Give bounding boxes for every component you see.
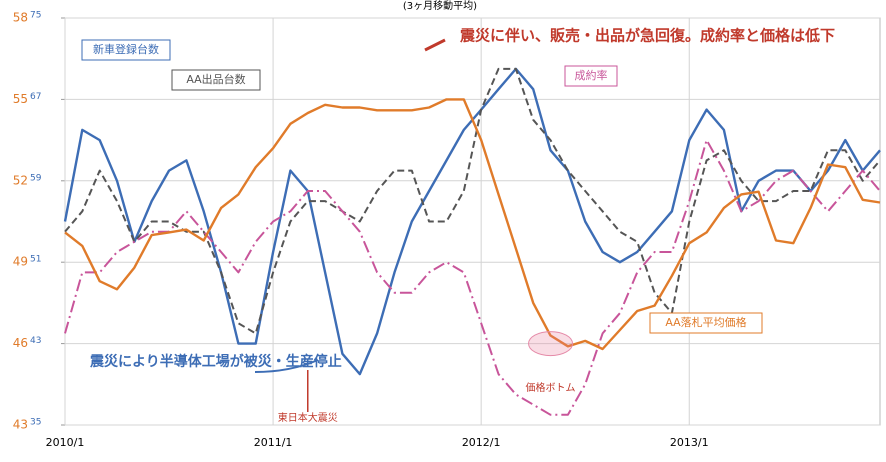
legend-label: 新車登録台数 — [93, 42, 159, 56]
annotation: 震災に伴い、販売・出品が急回復。成約率と価格は低下 — [460, 27, 835, 45]
y-tick-label: 55 — [13, 92, 28, 106]
legend-item: AA出品台数 — [171, 69, 261, 91]
legend-item: AA落札平均価格 — [649, 312, 763, 334]
y-tick-label: 52 — [13, 173, 28, 187]
y-tick-label: 49 — [13, 255, 28, 269]
legend-box — [171, 69, 261, 91]
annotation: 価格ボトム — [526, 381, 576, 394]
legend-item: 新車登録台数 — [81, 39, 171, 61]
y2-tick-label: 35 — [30, 418, 41, 428]
y2-tick-label: 43 — [30, 336, 41, 346]
legend-box — [564, 65, 618, 87]
y2-tick-label: 59 — [30, 173, 42, 183]
y2-tick-label: 51 — [30, 255, 41, 265]
chart-title: (3ヶ月移動平均) — [403, 0, 477, 12]
y-tick-label: 43 — [13, 418, 28, 432]
legend-label: AA出品台数 — [186, 72, 245, 86]
annotation: 震災により半導体工場が被災・生産停止 — [89, 353, 342, 370]
series-line — [64, 98, 881, 351]
legend-label: AA落札平均価格 — [665, 315, 746, 329]
y-tick-label: 46 — [13, 336, 28, 350]
x-tick-label: 2011/1 — [254, 436, 293, 449]
annotation: 東日本大震災 — [278, 411, 338, 424]
y-tick-label: 58 — [13, 11, 28, 25]
y2-tick-label: 67 — [30, 92, 41, 102]
legend-item: 成約率 — [564, 65, 618, 87]
x-tick-label: 2012/1 — [462, 436, 501, 449]
series-line — [64, 139, 881, 416]
legend-box — [649, 312, 763, 334]
y2-tick-label: 75 — [30, 11, 41, 21]
annotation-arrow — [424, 38, 446, 52]
legend-box — [81, 39, 171, 61]
x-tick-label: 2013/1 — [670, 436, 709, 449]
legend-label: 成約率 — [575, 68, 608, 82]
highlight — [528, 331, 574, 357]
annotation-arrow — [254, 359, 319, 373]
x-tick-label: 2010/1 — [46, 436, 85, 449]
